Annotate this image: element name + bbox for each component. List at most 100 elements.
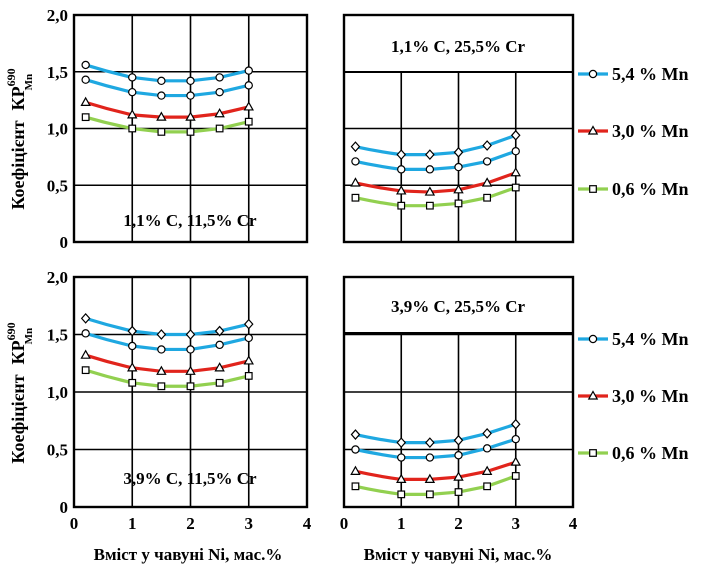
marker-triangle [424, 473, 436, 483]
marker-circle [157, 76, 166, 86]
marker-square [425, 201, 434, 210]
marker-circle [351, 445, 360, 454]
chart-panel-1: 1,1% C, 11,5% Cr 0 0,5 1,0 1,5 2,0 [47, 6, 309, 252]
marker-triangle [80, 96, 91, 106]
legend-entry: 3,0 % Mn [578, 386, 689, 406]
marker-square [81, 366, 90, 375]
marker-triangle [243, 101, 254, 111]
marker-diamond [396, 437, 407, 449]
panel-title: 3,9% C, 11,5% Cr [123, 469, 257, 488]
marker-circle [511, 434, 520, 444]
series-line [355, 133, 517, 157]
marker-circle [397, 453, 406, 462]
x-tick-label: 3 [245, 514, 254, 533]
y-axis-label-sub: Mn [23, 328, 35, 345]
marker-diamond [243, 318, 254, 330]
legend-entry: 3,0 % Mn [578, 121, 689, 141]
marker-triangle [396, 185, 407, 195]
marker-circle [244, 333, 253, 343]
marker-circle [81, 75, 90, 84]
y-axis-label-sup: 690 [4, 322, 18, 340]
plot-frame [72, 275, 309, 509]
marker-diamond [350, 429, 361, 440]
marker-triangle [453, 471, 464, 481]
marker-triangle [185, 365, 196, 375]
marker-diamond [482, 140, 492, 151]
x-tick-label: 2 [186, 514, 195, 533]
marker-circle [128, 341, 137, 351]
legend-entry: 0,6 % Mn [578, 179, 689, 199]
marker-diamond [482, 427, 492, 439]
x-tick-label: 0 [340, 514, 349, 533]
marker-diamond [453, 434, 464, 446]
legend-label: 5,4 % Mn [612, 329, 689, 349]
x-tick-label: 0 [70, 514, 79, 533]
chart-panel-3: 3,9% C, 11,5% Cr 0 0,5 1,0 1,5 2,0 0 1 2 3 4 [47, 268, 312, 533]
marker-circle [244, 66, 253, 75]
panel-title: 1,1% C, 25,5% Cr [391, 37, 526, 56]
chart-panels: 1,1% C, 11,5% Cr 0 0,5 1,0 1,5 2,0 1,1% C, 25,… [47, 6, 689, 533]
marker-diamond [80, 312, 91, 324]
marker-circle [425, 165, 435, 174]
y-tick-label: 0 [60, 233, 69, 252]
legend-entry: 0,6 % Mn [578, 443, 689, 463]
y-axis-label-sup: 690 [4, 68, 18, 86]
marker-square [244, 372, 253, 380]
y-tick-label: 0,5 [47, 176, 68, 195]
panel-title: 3,9% C, 25,5% Cr [391, 297, 526, 316]
marker-circle [351, 157, 360, 166]
marker-circle [511, 146, 520, 156]
marker-square [397, 490, 406, 499]
series-line [85, 115, 250, 134]
legend-marker-square [589, 449, 597, 457]
x-tick-label: 2 [454, 514, 463, 533]
y-tick-label: 2,0 [47, 268, 68, 287]
marker-circle [425, 453, 435, 462]
marker-circle [186, 91, 195, 100]
marker-square [215, 378, 224, 387]
marker-diamond [185, 329, 196, 340]
marker-diamond [510, 129, 521, 141]
y-axis-label-symbol: КР [8, 86, 28, 110]
legend-marker-circle [588, 334, 598, 344]
marker-circle [157, 91, 166, 100]
marker-triangle [185, 111, 196, 121]
marker-circle [215, 73, 224, 82]
series-line [85, 316, 250, 337]
marker-circle [215, 340, 224, 350]
marker-diamond [425, 149, 435, 161]
marker-circle [215, 87, 224, 97]
marker-circle [157, 345, 166, 354]
marker-diamond [396, 149, 407, 161]
marker-triangle [481, 465, 493, 475]
y-tick-label: 1,5 [47, 326, 68, 345]
marker-diamond [156, 329, 167, 340]
marker-circle [482, 444, 492, 453]
marker-square [244, 117, 253, 126]
marker-square [511, 472, 520, 480]
legend-label: 3,0 % Mn [612, 121, 689, 141]
series-line [355, 171, 517, 194]
marker-circle [186, 345, 195, 354]
marker-square [157, 128, 166, 136]
marker-triangle [214, 108, 225, 118]
x-tick-label: 4 [303, 514, 312, 533]
y-axis-label-bottom: Коефіцієнт КР690 Mn [4, 322, 35, 463]
y-axis-label-top: Коефіцієнт КР690 Mn [4, 68, 35, 209]
marker-circle [454, 451, 463, 460]
marker-square [454, 199, 463, 208]
marker-triangle [127, 362, 138, 372]
marker-diamond [425, 437, 435, 449]
marker-circle [454, 162, 463, 172]
x-tick-label: 1 [397, 514, 406, 533]
marker-square [483, 193, 492, 202]
marker-triangle [80, 349, 91, 359]
marker-circle [244, 81, 253, 90]
marker-circle [482, 157, 492, 166]
plot-frame [342, 275, 575, 509]
series-line [85, 100, 250, 119]
marker-square [351, 193, 360, 202]
marker-square [186, 382, 195, 391]
